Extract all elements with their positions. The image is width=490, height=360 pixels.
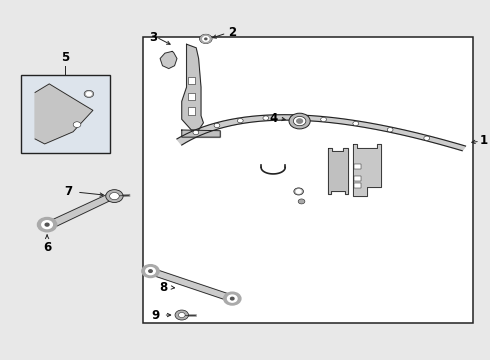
Circle shape xyxy=(87,92,91,96)
Circle shape xyxy=(200,35,211,43)
Circle shape xyxy=(73,122,81,127)
Circle shape xyxy=(149,270,152,273)
Circle shape xyxy=(320,117,326,122)
Circle shape xyxy=(263,116,269,120)
Circle shape xyxy=(175,310,189,320)
Circle shape xyxy=(297,119,302,123)
Circle shape xyxy=(193,130,199,135)
Text: 2: 2 xyxy=(228,26,237,39)
Circle shape xyxy=(227,295,237,302)
Polygon shape xyxy=(352,144,381,196)
Bar xyxy=(188,108,195,114)
Text: 1: 1 xyxy=(472,134,488,147)
Circle shape xyxy=(42,221,52,229)
Circle shape xyxy=(203,37,209,41)
Polygon shape xyxy=(182,130,220,137)
Bar xyxy=(188,93,195,100)
Circle shape xyxy=(84,90,94,98)
Text: 4: 4 xyxy=(269,112,277,125)
Polygon shape xyxy=(35,84,93,144)
Text: 7: 7 xyxy=(65,185,73,198)
Circle shape xyxy=(238,118,243,123)
Text: 8: 8 xyxy=(159,281,167,294)
Circle shape xyxy=(223,292,241,305)
Circle shape xyxy=(142,265,159,278)
Circle shape xyxy=(205,38,207,40)
Bar xyxy=(21,75,110,153)
Polygon shape xyxy=(160,51,177,68)
Bar xyxy=(143,37,473,323)
Bar xyxy=(354,163,361,168)
Circle shape xyxy=(294,116,306,126)
Bar xyxy=(354,176,361,181)
Text: 6: 6 xyxy=(43,242,51,255)
Circle shape xyxy=(146,267,155,275)
Circle shape xyxy=(296,190,301,193)
Polygon shape xyxy=(177,115,465,151)
Circle shape xyxy=(424,136,430,140)
Circle shape xyxy=(291,116,296,120)
Circle shape xyxy=(178,312,185,318)
Circle shape xyxy=(294,188,303,195)
Circle shape xyxy=(110,193,119,200)
Circle shape xyxy=(230,297,234,300)
Circle shape xyxy=(387,128,393,132)
Circle shape xyxy=(203,37,209,41)
Text: 9: 9 xyxy=(152,309,160,321)
Polygon shape xyxy=(328,148,348,194)
Circle shape xyxy=(45,223,49,226)
Circle shape xyxy=(289,113,310,129)
Polygon shape xyxy=(182,44,203,130)
Circle shape xyxy=(37,217,57,232)
Circle shape xyxy=(106,190,123,203)
Circle shape xyxy=(199,34,212,44)
Bar xyxy=(354,183,361,188)
Text: 3: 3 xyxy=(149,31,158,44)
Bar xyxy=(188,77,195,84)
Circle shape xyxy=(214,123,220,128)
Polygon shape xyxy=(148,268,234,302)
Circle shape xyxy=(353,121,359,126)
Text: 5: 5 xyxy=(61,51,69,64)
Polygon shape xyxy=(46,192,116,229)
Circle shape xyxy=(298,199,305,204)
